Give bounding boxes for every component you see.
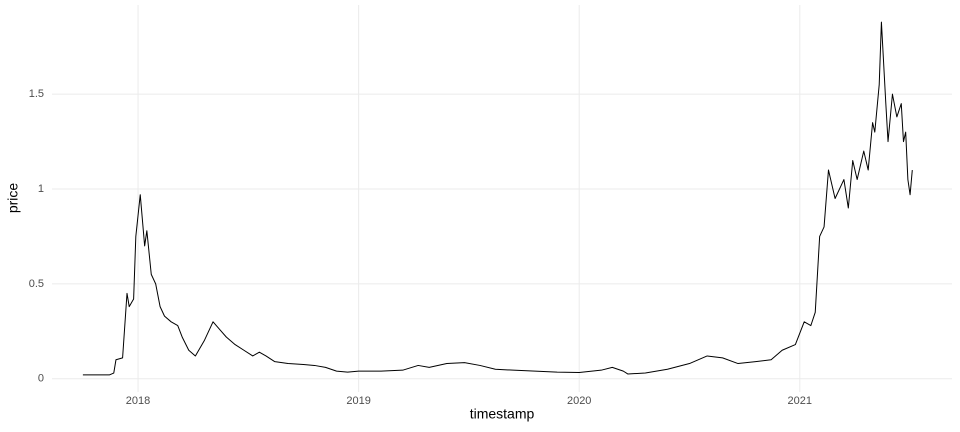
x-tick-label: 2019 (346, 395, 370, 407)
x-tick-label: 2021 (788, 395, 812, 407)
y-tick-label: 0 (38, 373, 44, 385)
x-tick-label: 2018 (126, 395, 150, 407)
x-tick-label: 2020 (567, 395, 591, 407)
x-axis-title: timestamp (470, 406, 535, 422)
price-line (82, 21, 913, 376)
y-tick-label: 0.5 (29, 278, 44, 290)
y-axis-title: price (5, 183, 21, 214)
y-tick-label: 1 (38, 183, 44, 195)
y-tick-label: 1.5 (29, 88, 44, 100)
